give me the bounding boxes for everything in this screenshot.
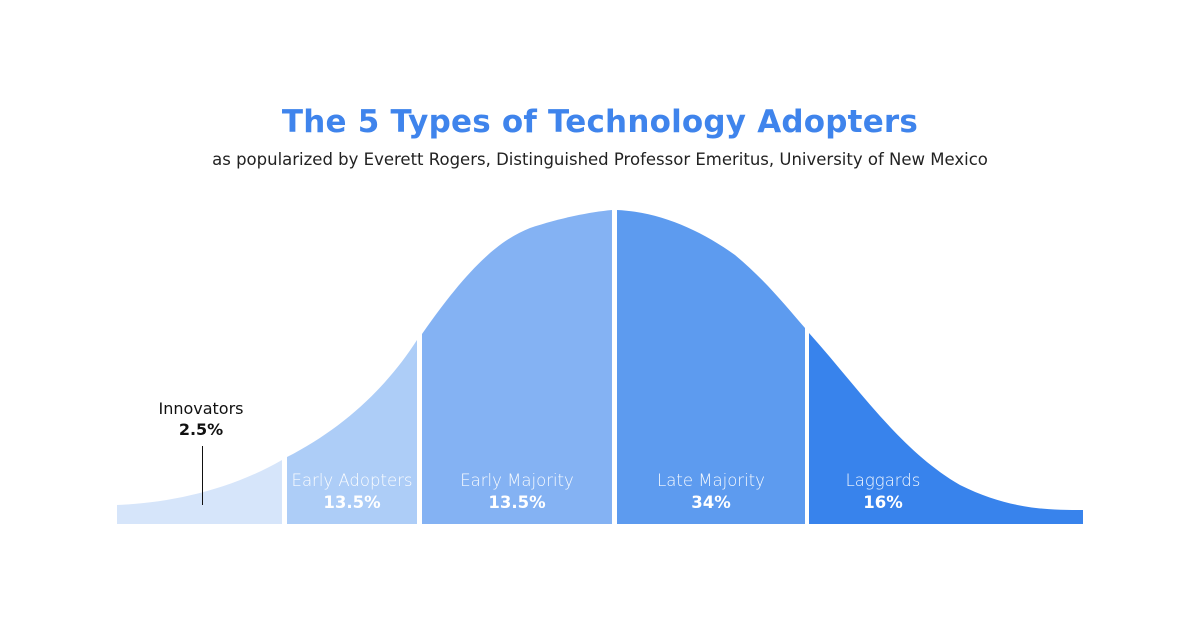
segment-laggards: [809, 333, 1083, 524]
early-majority-pct: 13.5%: [488, 493, 546, 512]
label-laggards: Laggards 16%: [809, 470, 957, 514]
innovators-pointer-line: [202, 446, 203, 505]
chart-subtitle: as popularized by Everett Rogers, Distin…: [212, 150, 988, 169]
laggards-pct: 16%: [863, 493, 903, 512]
early-adopters-name: Early Adopters: [291, 471, 413, 490]
label-late-majority: Late Majority 34%: [617, 470, 805, 514]
label-innovators: Innovators 2.5%: [140, 398, 262, 440]
segment-early-majority: [422, 210, 612, 524]
innovators-name: Innovators: [158, 399, 244, 418]
segment-late-majority: [617, 210, 805, 524]
early-majority-name: Early Majority: [460, 471, 574, 490]
label-early-adopters: Early Adopters 13.5%: [287, 470, 417, 514]
laggards-name: Laggards: [845, 471, 921, 490]
chart-title: The 5 Types of Technology Adopters: [281, 104, 919, 140]
segment-early-adopters: [287, 340, 417, 524]
segment-innovators: [117, 460, 282, 524]
early-adopters-pct: 13.5%: [323, 493, 381, 512]
label-early-majority: Early Majority 13.5%: [422, 470, 612, 514]
late-majority-pct: 34%: [691, 493, 731, 512]
late-majority-name: Late Majority: [657, 471, 765, 490]
innovators-pct: 2.5%: [178, 420, 224, 439]
